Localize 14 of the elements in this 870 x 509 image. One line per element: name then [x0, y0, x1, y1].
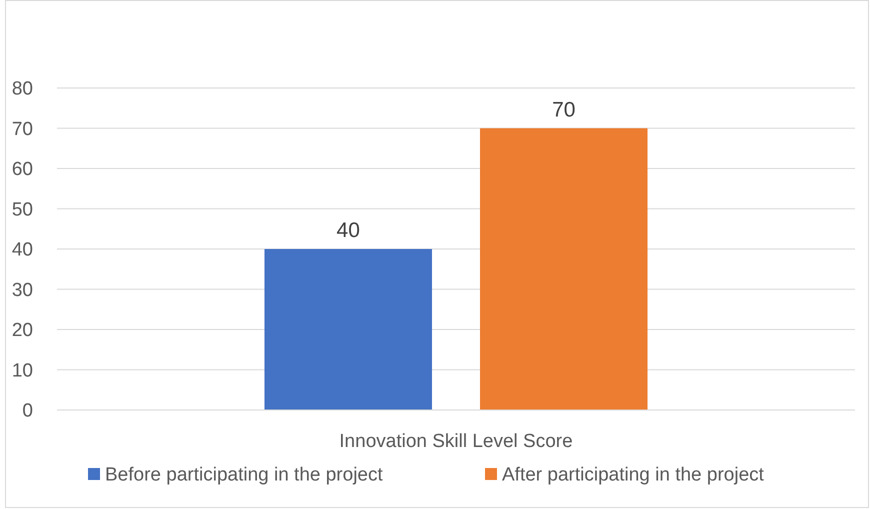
y-tick-label: 50: [12, 199, 33, 220]
legend-label: Before participating in the project: [105, 464, 384, 486]
y-tick-label: 80: [12, 78, 33, 100]
legend-label: After participating in the project: [502, 464, 765, 486]
data-label: 40: [336, 219, 360, 242]
y-tick-label: 0: [22, 400, 33, 422]
data-label: 70: [552, 98, 576, 122]
y-tick-label: 10: [12, 360, 33, 382]
x-tick-label: Innovation Skill Level Score: [339, 431, 573, 452]
y-tick-label: 60: [12, 159, 33, 180]
y-tick-label: 70: [12, 118, 33, 140]
y-tick-label: 30: [12, 280, 33, 301]
y-tick-label: 40: [12, 240, 33, 261]
y-tick-label: 20: [12, 320, 33, 342]
